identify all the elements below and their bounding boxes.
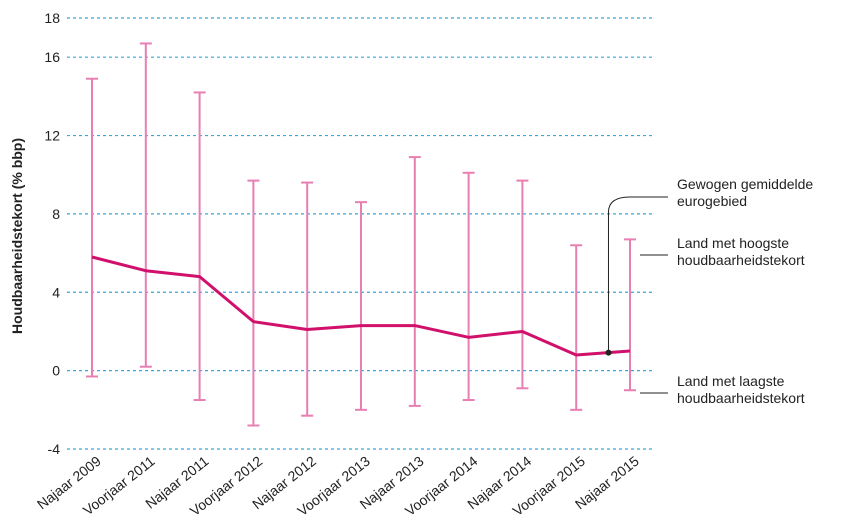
y-tick-label: 4 bbox=[52, 284, 60, 300]
y-tick-label: 16 bbox=[44, 49, 60, 65]
annotation-high-line: houdbaarheidstekort bbox=[677, 252, 805, 268]
annotation-high-line: Land met hoogste bbox=[677, 235, 789, 251]
y-tick-label: -4 bbox=[48, 441, 61, 457]
y-tick-label: 0 bbox=[52, 363, 60, 379]
annotation-average-line: eurogebied bbox=[677, 193, 747, 209]
annotation-average-line: Gewogen gemiddelde bbox=[677, 176, 813, 192]
y-tick-label: 8 bbox=[52, 206, 60, 222]
y-axis-label: Houdbaarheidstekort (% bbp) bbox=[9, 138, 25, 334]
series-line-average bbox=[91, 255, 631, 357]
leader-line-average bbox=[607, 196, 668, 353]
annotation-low-line: Land met laagste bbox=[677, 373, 785, 389]
y-tick-label: 12 bbox=[44, 128, 60, 144]
y-tick-label: 18 bbox=[44, 10, 60, 26]
annotation-low-line: houdbaarheidstekort bbox=[677, 390, 805, 406]
